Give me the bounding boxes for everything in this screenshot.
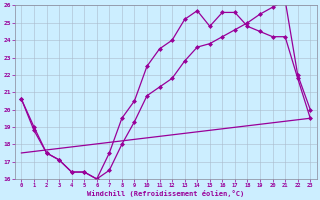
X-axis label: Windchill (Refroidissement éolien,°C): Windchill (Refroidissement éolien,°C) [87, 190, 244, 197]
